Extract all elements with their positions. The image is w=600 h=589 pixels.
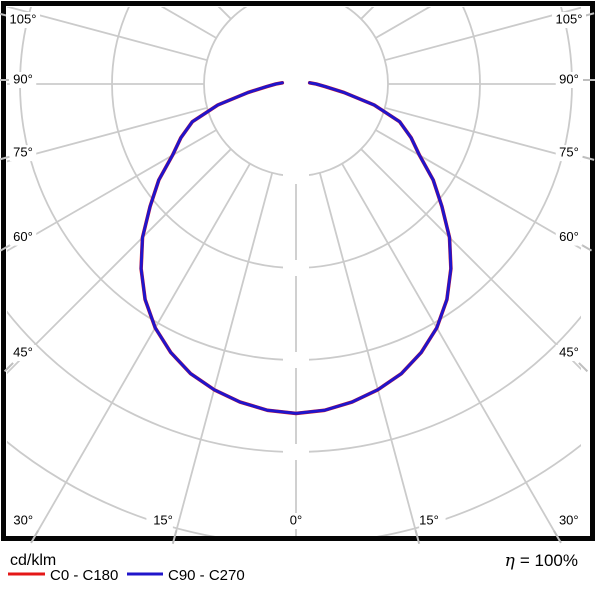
grid-ring: [203, 7, 389, 177]
grid-spoke: [173, 172, 274, 536]
angle-label: 105°: [556, 11, 583, 26]
legend-label-c90-c270: C90 - C270: [168, 567, 245, 584]
angle-label-bg: [9, 145, 37, 162]
angle-label-bg: [552, 12, 586, 28]
angle-label: 105°: [10, 11, 37, 26]
angle-label-bg: [286, 513, 306, 529]
grid-spoke: [318, 172, 419, 536]
intensity-curves: [139, 81, 453, 416]
angle-label-bg: [558, 513, 586, 529]
angle-tick: [578, 362, 589, 373]
angle-label: 45°: [13, 344, 33, 359]
grid-spoke: [7, 129, 217, 252]
grid-spoke: [384, 106, 581, 162]
angle-tick: [3, 362, 14, 373]
grid-spoke: [384, 7, 581, 62]
unit-label: cd/klm: [10, 552, 56, 569]
grid-spoke: [7, 148, 232, 375]
angle-tick: [171, 529, 178, 544]
angle-label: 60°: [13, 229, 33, 244]
angle-label-bg: [419, 513, 446, 529]
axis-value-knockout: [283, 260, 309, 276]
axis-value-knockout: [283, 352, 309, 368]
plot-border: [1, 1, 595, 541]
angle-label-bg: [9, 72, 37, 88]
angle-tick: [582, 155, 595, 161]
angle-label-bg: [555, 145, 583, 162]
grid-spoke: [33, 163, 251, 536]
legend-label-c0-c180: C0 - C180: [50, 567, 118, 584]
eta-value: = 100%: [520, 551, 578, 570]
angle-label: 15°: [419, 512, 439, 527]
grid-spoke: [7, 7, 208, 62]
grid-ring: [7, 310, 581, 453]
angle-label-bg: [6, 12, 40, 28]
angle-label: 90°: [559, 71, 579, 86]
angle-label-bg: [9, 345, 37, 361]
grid-spoke: [7, 106, 208, 163]
curve-c90-c270: [139, 81, 453, 415]
angle-labels: 45° 45° 60° 60° 75° 75° 90° 90° 105° 105° 0° 15° 15°…: [0, 11, 595, 544]
angle-label-bg: [555, 345, 583, 361]
angle-label: 45°: [559, 344, 579, 359]
angle-label-bg: [555, 72, 583, 88]
angle-tick: [580, 243, 593, 252]
angle-tick: [30, 530, 39, 544]
grid-spoke: [341, 163, 559, 536]
angle-label: 15°: [153, 512, 173, 527]
eta-symbol: η: [505, 551, 516, 571]
angle-tick: [553, 530, 562, 544]
angle-tick: [0, 155, 10, 161]
grid-spoke: [360, 148, 581, 371]
angle-label: 0°: [290, 512, 302, 527]
angle-tick: [414, 529, 421, 544]
angle-label-bg: [9, 229, 37, 246]
angle-label-bg: [555, 229, 583, 246]
axis-value-knockout: [283, 444, 309, 460]
efficiency-text: η = 100%: [505, 551, 578, 571]
angle-label: 75°: [13, 145, 33, 160]
angle-label-bg: [6, 513, 34, 529]
angle-label: 90°: [13, 71, 33, 86]
angle-label: 30°: [13, 512, 33, 527]
angle-label: 75°: [559, 145, 579, 160]
angle-label: 30°: [559, 512, 579, 527]
angle-label-bg: [146, 513, 173, 529]
angle-label: 60°: [559, 229, 579, 244]
angle-tick: [0, 243, 12, 252]
axis-value-knockout: [283, 168, 309, 184]
grid-spoke: [375, 129, 581, 250]
